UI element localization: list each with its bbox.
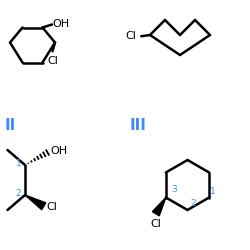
Text: Cl: Cl bbox=[46, 202, 57, 212]
Text: II: II bbox=[5, 118, 16, 132]
Text: OH: OH bbox=[50, 146, 67, 156]
Text: 3: 3 bbox=[171, 186, 177, 194]
Text: 1: 1 bbox=[210, 186, 216, 196]
Polygon shape bbox=[152, 198, 166, 216]
Text: III: III bbox=[130, 118, 147, 132]
Text: 2: 2 bbox=[16, 189, 21, 198]
Text: Cl: Cl bbox=[125, 31, 136, 41]
Polygon shape bbox=[25, 195, 46, 210]
Text: Cl: Cl bbox=[150, 219, 161, 229]
Text: 2: 2 bbox=[190, 198, 196, 207]
Text: 1: 1 bbox=[16, 159, 21, 168]
Text: OH: OH bbox=[52, 19, 70, 29]
Text: Cl: Cl bbox=[47, 56, 58, 66]
